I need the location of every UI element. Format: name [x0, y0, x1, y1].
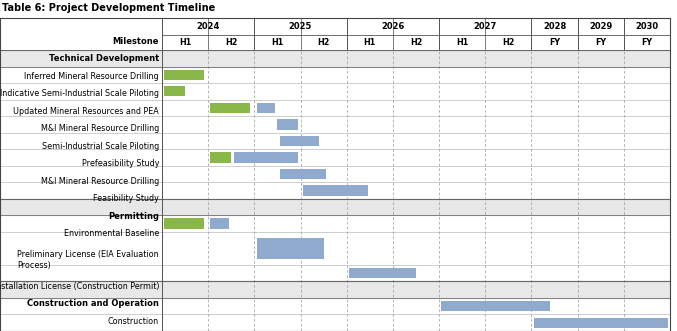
Text: Prefeasibility Study: Prefeasibility Study	[81, 159, 159, 168]
Text: Table 6: Project Development Timeline: Table 6: Project Development Timeline	[2, 3, 215, 13]
Bar	[533, 318, 668, 328]
Text: H1: H1	[179, 38, 191, 47]
Bar	[211, 218, 229, 229]
Text: FY: FY	[641, 38, 653, 47]
Bar	[165, 86, 185, 96]
Text: Milestone: Milestone	[112, 37, 159, 46]
Text: 2030: 2030	[635, 22, 659, 31]
Text: H2: H2	[502, 38, 515, 47]
Text: FY: FY	[549, 38, 560, 47]
Text: Preliminary License (EIA Evaluation
Process): Preliminary License (EIA Evaluation Proc…	[18, 250, 159, 270]
Text: Technical Development: Technical Development	[49, 54, 159, 63]
Text: Construction and Operation: Construction and Operation	[27, 299, 159, 308]
Bar	[211, 103, 250, 113]
Text: Construction: Construction	[108, 317, 159, 326]
Text: Environmental Baseline: Environmental Baseline	[64, 229, 159, 238]
Text: Semi-Industrial Scale Piloting: Semi-Industrial Scale Piloting	[42, 142, 159, 151]
Bar	[257, 238, 324, 259]
Bar	[280, 169, 326, 179]
Text: H1: H1	[271, 38, 284, 47]
Text: FY: FY	[595, 38, 607, 47]
Bar	[349, 268, 416, 278]
Text: M&I Mineral Resource Drilling: M&I Mineral Resource Drilling	[41, 177, 159, 186]
Bar	[165, 218, 204, 229]
Text: M&I Mineral Resource Drilling: M&I Mineral Resource Drilling	[41, 124, 159, 133]
Bar	[280, 136, 319, 146]
Text: Installation License (Construction Permit): Installation License (Construction Permi…	[0, 282, 159, 291]
Bar	[165, 70, 204, 80]
Text: H2: H2	[225, 38, 238, 47]
Bar	[211, 152, 232, 163]
Text: 2028: 2028	[543, 22, 566, 31]
Text: H2: H2	[318, 38, 330, 47]
Bar	[303, 185, 368, 196]
Text: Updated Mineral Resources and PEA: Updated Mineral Resources and PEA	[14, 107, 159, 116]
Text: H1: H1	[456, 38, 468, 47]
Bar	[278, 119, 299, 129]
Text: Feasibility Study: Feasibility Study	[93, 194, 159, 203]
Text: 2025: 2025	[289, 22, 312, 31]
Text: Indicative Semi-Industrial Scale Piloting: Indicative Semi-Industrial Scale Pilotin…	[0, 89, 159, 98]
Bar	[441, 301, 550, 311]
Text: Inferred Mineral Resource Drilling: Inferred Mineral Resource Drilling	[24, 72, 159, 81]
Text: Permitting: Permitting	[108, 212, 159, 221]
Text: 2029: 2029	[589, 22, 613, 31]
Bar	[257, 103, 275, 113]
Text: 2027: 2027	[474, 22, 497, 31]
Bar	[234, 152, 299, 163]
Text: 2024: 2024	[196, 22, 220, 31]
Text: 2026: 2026	[381, 22, 405, 31]
Text: H2: H2	[410, 38, 422, 47]
Text: H1: H1	[364, 38, 376, 47]
